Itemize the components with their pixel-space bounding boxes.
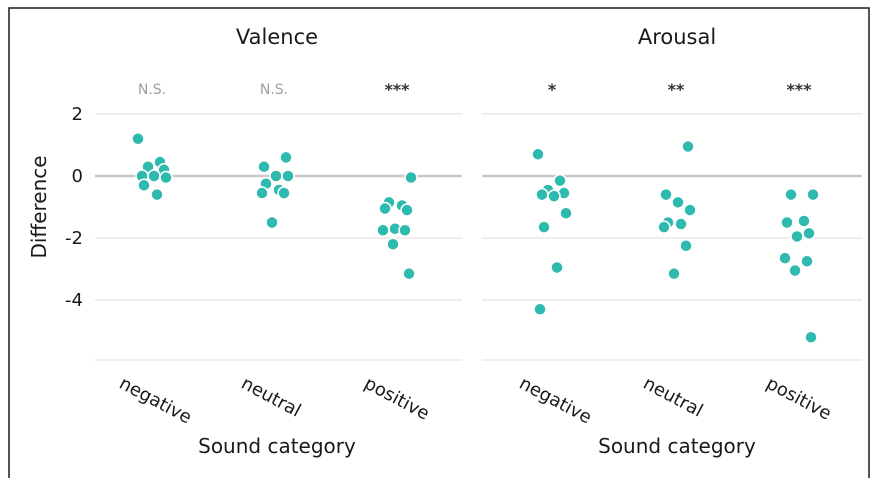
data-point	[402, 266, 416, 281]
data-point	[804, 330, 818, 344]
data-point	[279, 150, 293, 165]
data-point	[683, 203, 697, 217]
data-point	[277, 186, 291, 200]
data-point	[674, 217, 688, 231]
data-point	[141, 159, 155, 174]
significance-arousal: * ** ***	[548, 80, 812, 99]
significance-label: *	[548, 80, 557, 99]
data-point	[788, 263, 802, 278]
data-point	[553, 173, 567, 188]
data-point	[681, 139, 695, 154]
x-axis-label-arousal: Sound category	[598, 434, 756, 458]
data-point	[531, 147, 545, 162]
data-point	[533, 302, 547, 317]
data-point	[784, 187, 798, 202]
data-point	[780, 215, 794, 230]
ytick-label: 0	[72, 166, 83, 187]
data-point	[386, 237, 400, 251]
data-point	[378, 201, 392, 216]
data-point	[778, 251, 792, 265]
points-valence	[131, 132, 418, 281]
points-arousal	[531, 139, 820, 344]
ytick-labels: 2 0 -2 -4	[65, 104, 83, 311]
data-point	[137, 178, 151, 193]
data-point	[806, 187, 820, 202]
significance-label: N.S.	[260, 82, 288, 98]
data-point	[800, 254, 814, 268]
data-point	[257, 159, 271, 174]
data-point	[400, 203, 414, 217]
significance-label: ***	[786, 80, 812, 99]
data-point	[376, 223, 390, 237]
figure-border	[8, 7, 870, 478]
data-point	[547, 189, 561, 203]
significance-valence: N.S. N.S. ***	[138, 80, 410, 99]
data-point	[802, 226, 816, 241]
data-point	[255, 186, 269, 200]
ytick-label: -4	[65, 290, 83, 311]
data-point	[679, 239, 693, 253]
significance-label: ***	[384, 80, 410, 99]
data-point	[537, 220, 551, 234]
data-point	[659, 187, 673, 202]
data-point	[131, 132, 145, 146]
data-point	[671, 195, 685, 210]
data-point	[797, 214, 811, 228]
data-point	[559, 206, 573, 220]
data-point	[269, 169, 283, 183]
panel-title-arousal: Arousal	[638, 25, 716, 49]
x-axis-label-valence: Sound category	[198, 434, 356, 458]
data-point	[657, 220, 671, 234]
data-point	[159, 170, 173, 185]
panel-title-valence: Valence	[236, 25, 318, 49]
data-point	[265, 215, 279, 230]
data-point	[398, 223, 412, 237]
data-point	[535, 187, 549, 202]
data-point	[404, 170, 418, 185]
significance-label: N.S.	[138, 82, 166, 98]
data-point	[550, 260, 564, 275]
data-point	[667, 266, 681, 281]
y-axis-label: Difference	[27, 155, 51, 258]
significance-label: **	[668, 80, 685, 99]
ytick-label: 2	[72, 104, 83, 125]
data-point	[147, 169, 161, 183]
data-point	[281, 169, 295, 183]
ytick-label: -2	[65, 228, 83, 249]
data-point	[150, 187, 164, 202]
data-point	[790, 229, 804, 244]
